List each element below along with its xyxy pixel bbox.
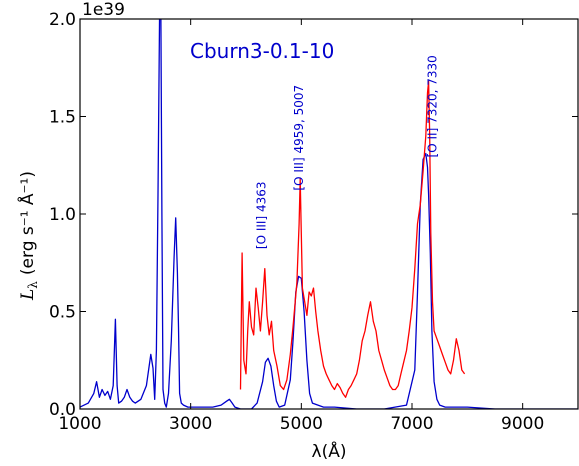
x-tick-label: 5000 — [280, 414, 323, 434]
x-axis-label: λ(Å) — [312, 440, 347, 462]
y-tick-label: 0.0 — [49, 400, 76, 420]
y-tick-label: 0.5 — [49, 303, 76, 323]
y-tick-label: 1.5 — [49, 108, 76, 128]
x-tick-label: 1000 — [58, 414, 101, 434]
line-annotation: [O III] 4959, 5007 — [292, 85, 306, 191]
y-offset-label: 1e39 — [82, 0, 125, 20]
svg-text:Lλ(erg s⁻¹ Å⁻¹): Lλ (erg s⁻¹ Å⁻¹) — [16, 171, 40, 301]
y-axis-label-sub: λ — [26, 281, 40, 289]
y-tick-label: 2.0 — [49, 10, 76, 30]
y-axis-label: Lλ (erg s⁻¹ Å⁻¹) — [16, 171, 40, 301]
x-tick-label: 9000 — [501, 414, 544, 434]
axis-ticks: 1000 3000 5000 7000 9000 0.0 0.5 1.0 1.5 2.0 — [49, 10, 578, 434]
plot-area — [80, 19, 578, 409]
axes-frame — [79, 18, 579, 410]
y-axis-label-main: L — [18, 289, 38, 301]
chart-title: Cburn3-0.1-10 — [190, 39, 334, 63]
line-annotation: [O III] 4363 — [254, 182, 268, 250]
spectrum-line-red — [239, 80, 466, 398]
line-annotation: [O II] 7320, 7330 — [425, 55, 439, 157]
x-tick-label: 3000 — [169, 414, 212, 434]
spectrum-line-blue — [80, 19, 578, 409]
y-axis-label-units: (erg s⁻¹ Å⁻¹) — [16, 171, 38, 275]
y-tick-label: 1.0 — [49, 205, 76, 225]
x-tick-label: 7000 — [390, 414, 433, 434]
line-annotations: [O III] 4363 [O III] 4959, 5007 [O II] 732… — [254, 55, 439, 249]
